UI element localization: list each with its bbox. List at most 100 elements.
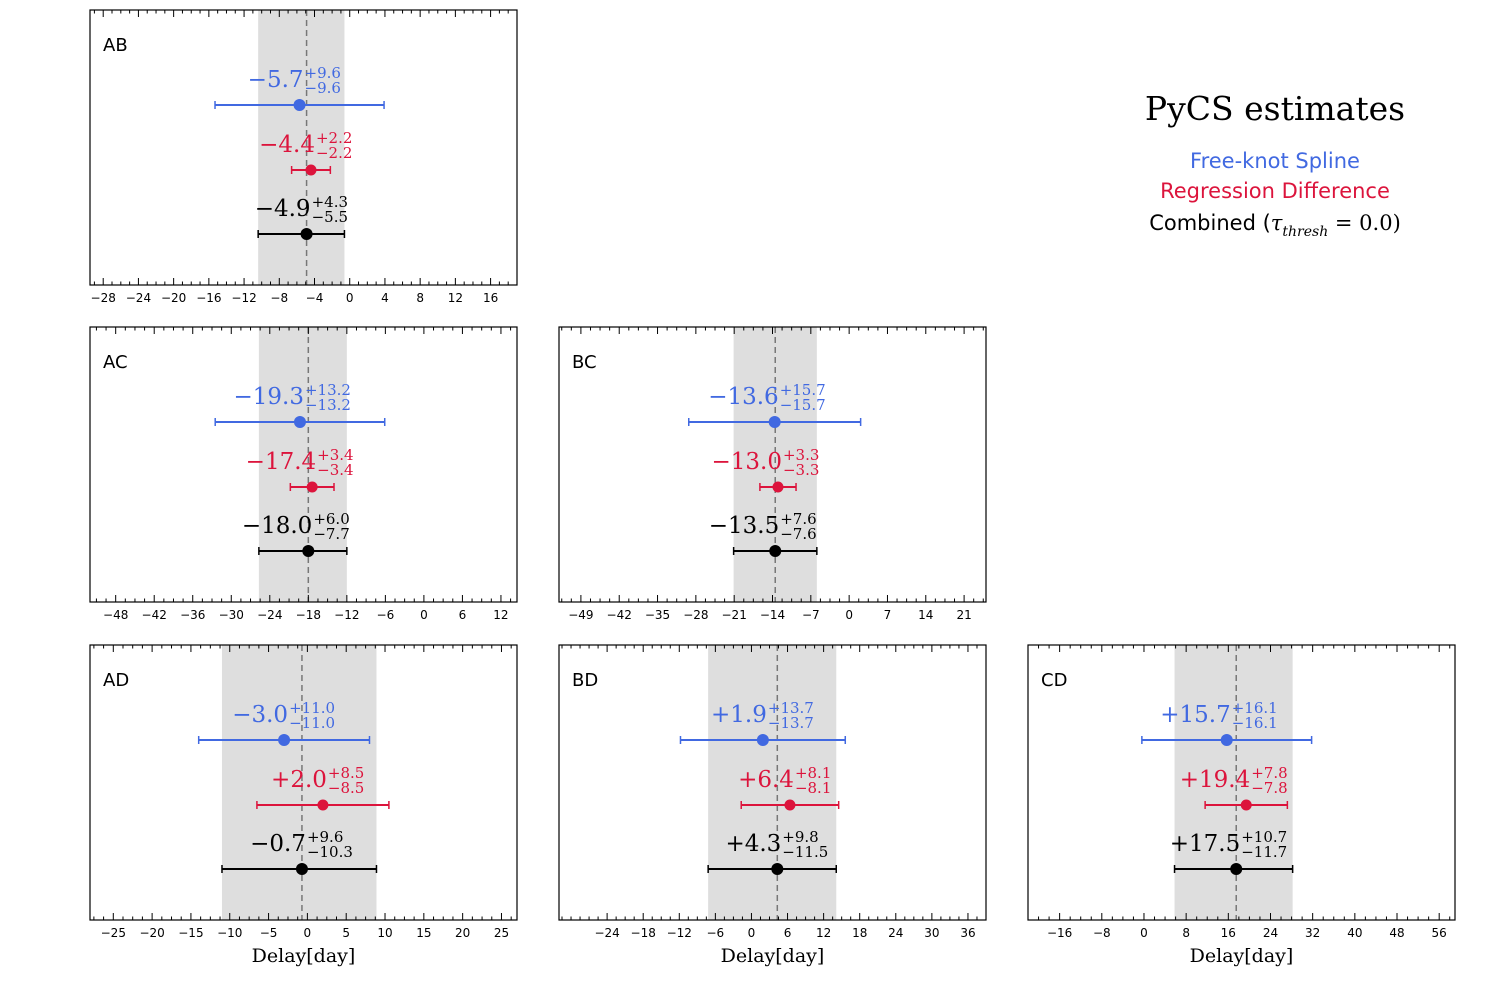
estimate-value: −13.0 <box>711 449 781 475</box>
estimate-spline: +1.9 +13.7−13.7 <box>679 699 847 746</box>
estimate-point <box>293 416 306 428</box>
tick-label: −30 <box>219 608 244 622</box>
tick-label: −16 <box>196 291 221 305</box>
tick-label: −8 <box>270 291 288 305</box>
estimate-plus: +13.2 <box>305 381 351 399</box>
estimate-spline: −3.0 +11.0−11.0 <box>197 699 371 746</box>
estimate-value: +19.4 <box>1180 767 1250 793</box>
estimate-minus: −8.1 <box>795 779 831 797</box>
estimate-value: +1.9 <box>711 702 767 728</box>
estimate-plus: +9.6 <box>307 828 343 846</box>
tick-label: −25 <box>101 926 126 940</box>
tick-label: 15 <box>416 926 431 940</box>
estimate-combined: −0.7 +9.6−10.3 <box>221 828 378 875</box>
estimate-point <box>769 545 782 557</box>
estimate-value: −3.0 <box>232 702 288 728</box>
estimate-regdiff: −13.0 +3.3−3.3 <box>711 446 819 493</box>
estimate-value: −4.9 <box>255 196 311 222</box>
pair-label: AC <box>103 352 128 373</box>
tick-label: −24 <box>126 291 151 305</box>
estimate-value: −17.4 <box>246 449 316 475</box>
estimate-point <box>1220 734 1233 746</box>
tick-label: 0 <box>346 291 354 305</box>
tick-label: −6 <box>377 608 395 622</box>
estimate-minus: −5.5 <box>312 208 348 226</box>
tick-label: −18 <box>296 608 321 622</box>
estimate-value: +15.7 <box>1160 702 1230 728</box>
tick-label: 4 <box>381 291 389 305</box>
tick-label: 12 <box>448 291 463 305</box>
estimate-point <box>278 734 291 746</box>
estimate-value: −4.4 <box>259 132 315 158</box>
tick-label: −7 <box>802 608 820 622</box>
estimate-spline: −5.7 +9.6−9.6 <box>214 64 385 111</box>
estimate-plus: +2.2 <box>316 129 352 147</box>
estimate-value: −13.6 <box>708 384 778 410</box>
estimate-plus: +8.5 <box>328 764 364 782</box>
estimate-combined: −18.0 +6.0−7.7 <box>242 510 350 557</box>
pair-label: BD <box>572 670 598 691</box>
tick-label: −49 <box>568 608 593 622</box>
estimate-regdiff: −17.4 +3.4−3.4 <box>246 446 354 493</box>
tick-label: 8 <box>1182 926 1190 940</box>
tick-label: 21 <box>956 608 971 622</box>
estimate-minus: −7.7 <box>313 525 349 543</box>
tick-label: −42 <box>607 608 632 622</box>
tick-label: −20 <box>139 926 164 940</box>
tick-label: 30 <box>924 926 939 940</box>
legend-entry-combined: Combined (τthresh = 0.0) <box>1149 211 1401 240</box>
estimate-point <box>1240 799 1252 811</box>
estimate-point <box>305 164 317 176</box>
estimate-spline: +15.7 +16.1−16.1 <box>1141 699 1313 746</box>
tick-label: 48 <box>1389 926 1404 940</box>
panel-frame <box>558 644 987 921</box>
estimate-minus: −11.7 <box>1241 843 1287 861</box>
estimate-regdiff: +2.0 +8.5−8.5 <box>256 764 390 811</box>
estimate-plus: +13.7 <box>768 699 814 717</box>
estimate-minus: −13.2 <box>305 396 351 414</box>
estimate-plus: +7.6 <box>780 510 816 528</box>
estimate-point <box>784 799 796 811</box>
estimate-regdiff: +19.4 +7.8−7.8 <box>1180 764 1289 811</box>
estimate-regdiff: −4.4 +2.2−2.2 <box>259 129 352 176</box>
estimate-plus: +6.0 <box>313 510 349 528</box>
tick-label: −8 <box>1093 926 1111 940</box>
tick-label: −42 <box>142 608 167 622</box>
estimate-value: +4.3 <box>725 831 781 857</box>
x-axis-label: Delay[day] <box>1190 945 1294 967</box>
estimate-plus: +7.8 <box>1251 764 1287 782</box>
tick-label: 0 <box>304 926 312 940</box>
tick-label: −36 <box>180 608 205 622</box>
tick-label: 20 <box>455 926 470 940</box>
estimate-plus: +3.3 <box>783 446 819 464</box>
tick-label: 0 <box>420 608 428 622</box>
legend-combined-suffix: = 0.0) <box>1328 211 1401 235</box>
tick-label: 56 <box>1432 926 1447 940</box>
tick-label: 0 <box>1140 926 1148 940</box>
estimate-plus: +3.4 <box>317 446 353 464</box>
legend-entry-regdiff: Regression Difference <box>1160 179 1390 203</box>
legend-entry-spline: Free-knot Spline <box>1190 149 1360 173</box>
estimate-plus: +9.8 <box>782 828 818 846</box>
tick-label: 14 <box>918 608 933 622</box>
tick-label: 5 <box>342 926 350 940</box>
tick-label: 16 <box>483 291 498 305</box>
legend-title: PyCS estimates <box>1145 89 1405 128</box>
pair-label: BC <box>572 352 597 373</box>
estimate-point <box>295 863 308 875</box>
tick-label: 0 <box>845 608 853 622</box>
tick-label: −18 <box>631 926 656 940</box>
tick-label: 24 <box>888 926 903 940</box>
tick-label: −24 <box>257 608 282 622</box>
estimate-spline: −19.3 +13.2−13.2 <box>214 381 386 428</box>
pair-label: AD <box>103 670 129 691</box>
estimate-point <box>317 799 329 811</box>
tick-label: −48 <box>103 608 128 622</box>
estimate-minus: −8.5 <box>328 779 364 797</box>
tick-label: −15 <box>178 926 203 940</box>
estimate-plus: +9.6 <box>305 64 341 82</box>
estimate-value: −13.5 <box>709 513 779 539</box>
